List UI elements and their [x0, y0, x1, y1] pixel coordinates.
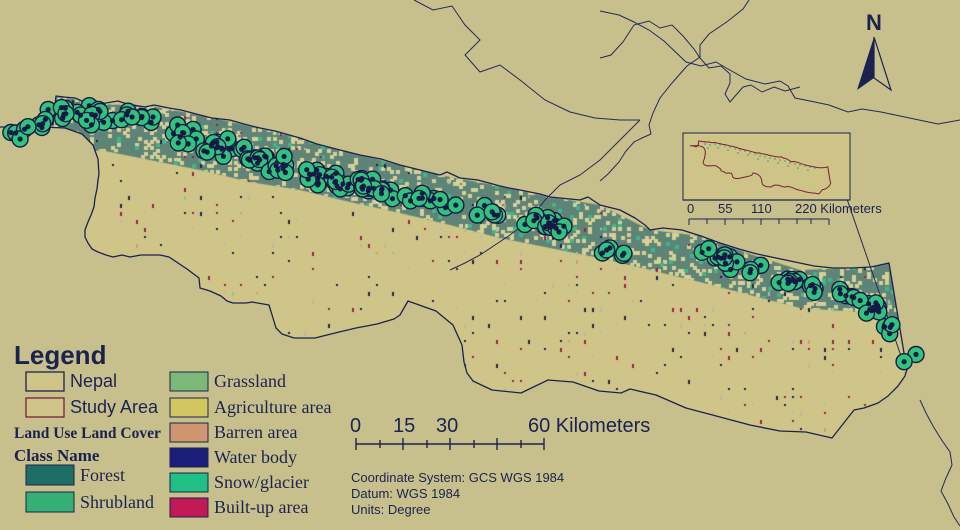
- svg-text:N: N: [866, 10, 882, 35]
- svg-text:Snow/glacier: Snow/glacier: [214, 472, 309, 492]
- svg-text:Land Use Land Cover: Land Use Land Cover: [14, 425, 161, 442]
- svg-text:Class Name: Class Name: [14, 446, 100, 465]
- svg-text:Nepal: Nepal: [70, 371, 117, 391]
- svg-text:60 Kilometers: 60 Kilometers: [528, 415, 650, 437]
- svg-text:15: 15: [393, 415, 415, 437]
- svg-text:Water body: Water body: [214, 447, 297, 467]
- svg-text:Study Area: Study Area: [70, 397, 159, 417]
- svg-text:Shrubland: Shrubland: [80, 492, 154, 512]
- svg-text:0: 0: [350, 415, 361, 437]
- svg-text:Legend: Legend: [14, 340, 106, 370]
- svg-text:55: 55: [718, 201, 732, 216]
- svg-text:Grassland: Grassland: [214, 371, 286, 391]
- svg-text:Datum: WGS 1984: Datum: WGS 1984: [351, 486, 460, 501]
- svg-text:Coordinate System: GCS WGS 198: Coordinate System: GCS WGS 1984: [351, 470, 564, 485]
- svg-text:Forest: Forest: [80, 465, 125, 485]
- svg-text:110: 110: [751, 201, 772, 216]
- svg-text:Barren area: Barren area: [214, 422, 297, 442]
- svg-text:220 Kilometers: 220 Kilometers: [795, 201, 882, 216]
- svg-text:Units: Degree: Units: Degree: [351, 502, 430, 517]
- svg-text:0: 0: [687, 201, 694, 216]
- svg-text:Built-up area: Built-up area: [214, 497, 308, 517]
- svg-text:Agriculture area: Agriculture area: [214, 397, 331, 417]
- svg-text:30: 30: [436, 415, 458, 437]
